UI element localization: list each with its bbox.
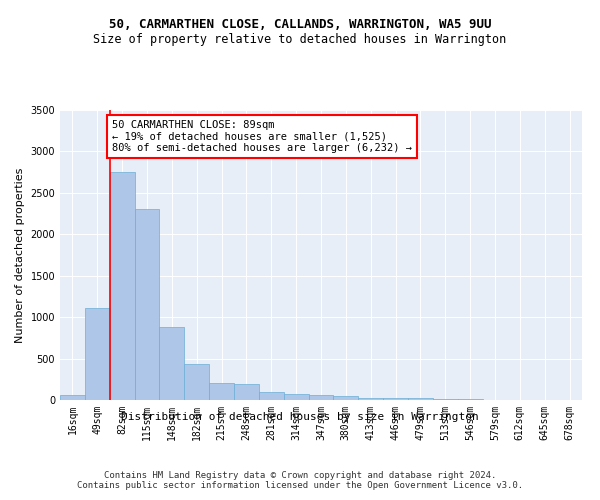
Bar <box>60 396 85 400</box>
Text: Contains HM Land Registry data © Crown copyright and database right 2024.
Contai: Contains HM Land Registry data © Crown c… <box>77 470 523 490</box>
Bar <box>433 399 458 400</box>
Bar <box>209 384 234 400</box>
Bar <box>85 308 110 400</box>
Text: Distribution of detached houses by size in Warrington: Distribution of detached houses by size … <box>121 412 479 422</box>
Bar <box>383 398 408 400</box>
Bar <box>134 210 160 400</box>
Bar <box>234 384 259 400</box>
Text: 50, CARMARTHEN CLOSE, CALLANDS, WARRINGTON, WA5 9UU: 50, CARMARTHEN CLOSE, CALLANDS, WARRINGT… <box>109 18 491 30</box>
Y-axis label: Number of detached properties: Number of detached properties <box>15 168 25 342</box>
Text: Size of property relative to detached houses in Warrington: Size of property relative to detached ho… <box>94 32 506 46</box>
Bar <box>110 172 134 400</box>
Bar <box>259 392 284 400</box>
Bar <box>184 364 209 400</box>
Text: 50 CARMARTHEN CLOSE: 89sqm
← 19% of detached houses are smaller (1,525)
80% of s: 50 CARMARTHEN CLOSE: 89sqm ← 19% of deta… <box>112 120 412 153</box>
Bar <box>160 327 184 400</box>
Bar <box>308 396 334 400</box>
Bar <box>408 398 433 400</box>
Bar <box>334 396 358 400</box>
Bar <box>458 399 482 400</box>
Bar <box>284 394 308 400</box>
Bar <box>358 398 383 400</box>
